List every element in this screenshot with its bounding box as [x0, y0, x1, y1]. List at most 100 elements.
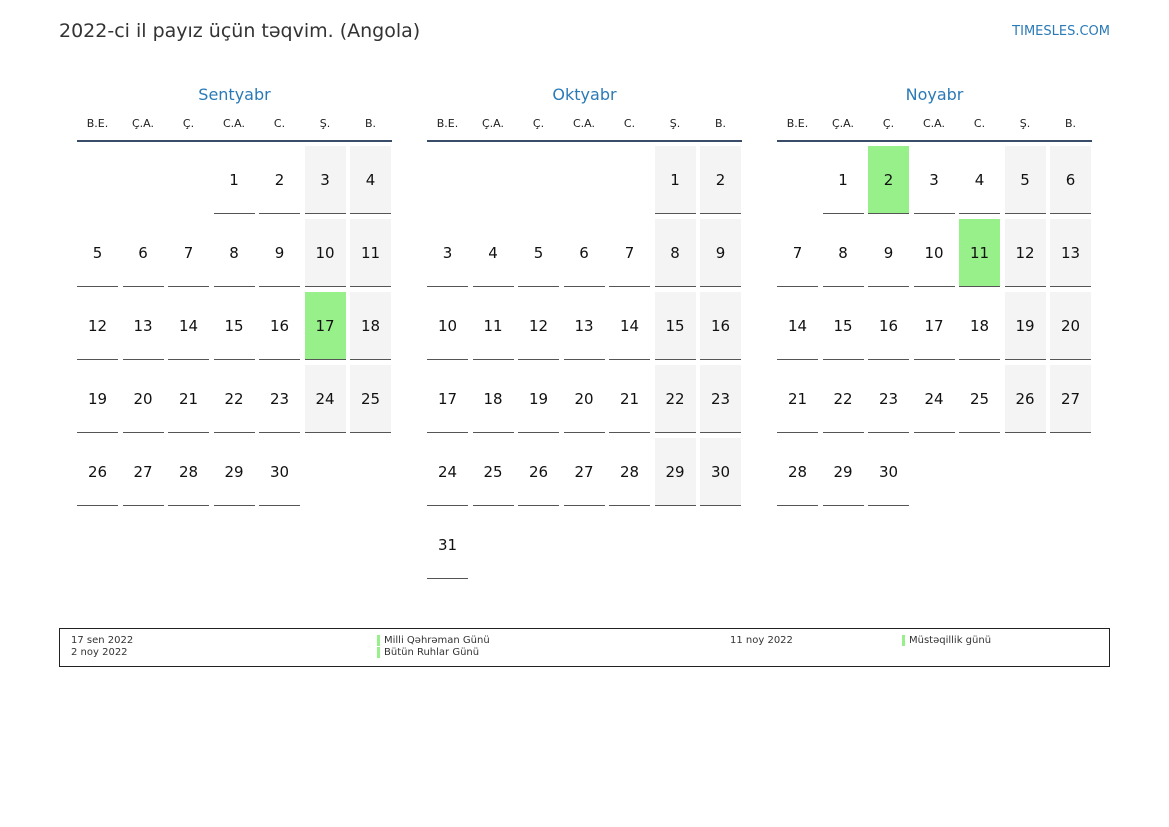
- legend-date: 2 noy 2022: [71, 647, 128, 658]
- day-cell: 22: [822, 365, 864, 433]
- empty-cell: [777, 146, 818, 214]
- day-cell: 10: [913, 219, 955, 287]
- day-cell: 12: [518, 292, 559, 360]
- empty-cell: [123, 146, 164, 214]
- weekday-header: B.E. Ç.A. Ç. C.A. C. Ş. B.: [77, 114, 392, 142]
- day-cell: 11: [350, 219, 391, 287]
- day-cell: 17: [913, 292, 955, 360]
- weekday-label: B.: [1064, 117, 1077, 130]
- weekday-label: Ç.: [882, 117, 895, 130]
- day-cell: 20: [563, 365, 605, 433]
- day-cell: 28: [777, 438, 818, 506]
- day-cell: 4: [350, 146, 391, 214]
- day-cell: 14: [168, 292, 209, 360]
- weekday-label: Ş.: [1019, 117, 1031, 130]
- weekday-label: Ş.: [669, 117, 681, 130]
- weekday-label: B.E.: [786, 117, 809, 130]
- day-cell: 1: [213, 146, 255, 214]
- month-name: Noyabr: [905, 85, 964, 104]
- day-cell: 6: [1050, 146, 1091, 214]
- day-cell: 29: [654, 438, 696, 506]
- legend-holiday-name: Milli Qəhrəman Günü: [377, 635, 490, 647]
- weekday-label: B.E.: [86, 117, 109, 130]
- weekday-label: B.E.: [436, 117, 459, 130]
- day-cell: 13: [563, 292, 605, 360]
- day-cell: 9: [700, 219, 741, 287]
- day-cell: 8: [213, 219, 255, 287]
- day-cell: 16: [868, 292, 909, 360]
- day-cell: 9: [259, 219, 300, 287]
- legend-holiday-name: Müstəqillik günü: [902, 635, 991, 647]
- weekday-label: Ş.: [319, 117, 331, 130]
- empty-cell: [473, 146, 514, 214]
- day-cell: 5: [1004, 146, 1046, 214]
- day-cell: 3: [304, 146, 346, 214]
- day-grid: 1 2 3 4 5 6 7 8 9 10 11 12 13 14 15 16 17 18 19 20 21 22 23 24 2…: [77, 146, 392, 506]
- empty-cell: [77, 146, 118, 214]
- day-grid: 1 2 3 4 5 6 7 8 9 10 11 12 13 14 15 16 17 18 19 20 21 22 23 24 2…: [777, 146, 1092, 506]
- day-cell: 2: [700, 146, 741, 214]
- day-cell: 23: [700, 365, 741, 433]
- weekday-label: Ç.A.: [481, 117, 504, 130]
- empty-cell: [564, 146, 605, 214]
- day-cell: 20: [1050, 292, 1091, 360]
- month-name: Oktyabr: [552, 85, 617, 104]
- day-cell: 24: [427, 438, 468, 506]
- month-october: Oktyabr B.E. Ç.A. Ç. C.A. C. Ş. B. 1 2 3 4 5 6 7 8 9 10…: [427, 84, 742, 579]
- day-cell: 7: [168, 219, 209, 287]
- month-name: Sentyabr: [198, 85, 271, 104]
- day-cell: 13: [122, 292, 164, 360]
- day-cell: 24: [913, 365, 955, 433]
- day-cell: 27: [563, 438, 605, 506]
- day-cell: 14: [777, 292, 818, 360]
- day-cell: 29: [213, 438, 255, 506]
- weekday-label: B.: [714, 117, 727, 130]
- day-cell: 16: [700, 292, 741, 360]
- weekday-label: C.A.: [222, 117, 245, 130]
- day-cell: 30: [259, 438, 300, 506]
- day-cell: 23: [868, 365, 909, 433]
- day-cell: 6: [122, 219, 164, 287]
- weekday-label: Ç.A.: [131, 117, 154, 130]
- day-cell: 3: [427, 219, 468, 287]
- day-cell: 17: [427, 365, 468, 433]
- empty-cell: [518, 146, 559, 214]
- day-cell: 15: [654, 292, 696, 360]
- day-cell: 6: [563, 219, 605, 287]
- weekday-label: C.: [973, 117, 986, 130]
- site-link[interactable]: TIMESLES.COM: [1012, 24, 1110, 39]
- day-cell: 14: [609, 292, 650, 360]
- day-cell: 3: [913, 146, 955, 214]
- day-cell: 7: [777, 219, 818, 287]
- day-cell: 22: [654, 365, 696, 433]
- day-cell: 13: [1050, 219, 1091, 287]
- day-cell: 30: [868, 438, 909, 506]
- weekday-label: C.A.: [572, 117, 595, 130]
- day-cell: 28: [609, 438, 650, 506]
- empty-cell: [609, 146, 650, 214]
- weekday-label: C.: [273, 117, 286, 130]
- holiday-day-cell: 11: [959, 219, 1000, 287]
- day-cell: 29: [822, 438, 864, 506]
- day-cell: 4: [959, 146, 1000, 214]
- day-grid: 1 2 3 4 5 6 7 8 9 10 11 12 13 14 15 16 17 18 19 20 21 22 23 24 2…: [427, 146, 742, 579]
- day-cell: 7: [609, 219, 650, 287]
- day-cell: 27: [1050, 365, 1091, 433]
- day-cell: 8: [654, 219, 696, 287]
- day-cell: 19: [1004, 292, 1046, 360]
- day-cell: 27: [122, 438, 164, 506]
- day-cell: 18: [472, 365, 514, 433]
- page-title: 2022-ci il payız üçün təqvim. (Angola): [59, 20, 421, 42]
- day-cell: 26: [1004, 365, 1046, 433]
- day-cell: 19: [518, 365, 559, 433]
- day-cell: 15: [822, 292, 864, 360]
- day-cell: 4: [472, 219, 514, 287]
- day-cell: 9: [868, 219, 909, 287]
- day-cell: 12: [77, 292, 118, 360]
- day-cell: 25: [959, 365, 1000, 433]
- holiday-day-cell: 2: [868, 146, 909, 214]
- weekday-label: B.: [364, 117, 377, 130]
- day-cell: 10: [304, 219, 346, 287]
- day-cell: 20: [122, 365, 164, 433]
